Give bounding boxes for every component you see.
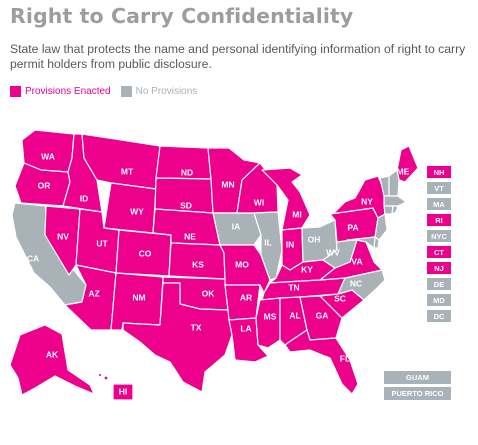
legend-label-enacted: Provisions Enacted [25,86,111,97]
label-TN: TN [288,282,299,292]
chip-NYC-label: NYC [431,231,447,241]
legend: Provisions Enacted No Provisions [10,86,207,97]
label-OR: OR [38,180,51,190]
chip-DE-label: DE [433,279,445,289]
chip-NH-label: NH [433,167,445,177]
chip-NJ[interactable]: NJ [427,262,451,274]
label-MN: MN [221,179,234,189]
chip-puerto-rico-label: PUERTO RICO [391,389,444,398]
state-TX[interactable] [122,282,233,393]
state-HI-island[interactable] [103,375,109,381]
label-UT: UT [96,238,108,248]
chip-guam[interactable]: GUAM [384,371,451,384]
label-MT: MT [121,166,134,176]
label-CO: CO [139,248,152,258]
label-NE: NE [184,231,196,241]
label-OK: OK [202,288,216,298]
chip-puerto-rico[interactable]: PUERTO RICO [384,387,451,400]
state-MS[interactable] [255,297,281,349]
chip-DC[interactable]: DC [427,310,451,322]
label-IL: IL [264,237,272,247]
label-AK: AK [46,349,59,359]
page-subtitle: State law that protects the name and per… [10,42,466,71]
state-MA[interactable] [383,195,407,207]
label-VA: VA [351,256,362,266]
label-AL: AL [289,310,300,320]
chip-VT[interactable]: VT [427,182,451,194]
label-FL: FL [340,353,350,363]
label-MO: MO [235,259,249,269]
chip-MA[interactable]: MA [427,198,451,210]
chip-RI[interactable]: RI [427,214,451,226]
label-AR: AR [240,292,252,302]
state-HI[interactable] [112,383,134,401]
label-OH: OH [308,234,321,244]
chip-RI-label: RI [435,215,443,225]
chip-CT[interactable]: CT [427,246,451,258]
label-MS: MS [264,311,277,321]
label-WI: WI [254,197,264,207]
label-ID: ID [80,193,89,203]
label-IA: IA [232,221,241,231]
state-NH[interactable] [388,169,400,197]
state-MI[interactable] [261,167,311,231]
label-NV: NV [57,231,69,241]
legend-item-none: No Provisions [120,86,198,97]
label-KY: KY [301,264,313,274]
state-AR[interactable] [224,284,261,321]
label-WY: WY [130,206,144,216]
state-NV[interactable] [44,205,81,276]
chip-MD[interactable]: MD [427,294,451,306]
us-map: WA OR CA ID NV MT WY UT AZ CO NM ND SD N… [9,129,419,401]
label-SC: SC [334,293,346,303]
chip-NH[interactable]: NH [427,166,451,178]
label-HI: HI [119,386,128,396]
chip-NYC[interactable]: NYC [427,230,451,242]
label-KS: KS [192,259,204,269]
state-RI[interactable] [391,205,399,215]
legend-swatch-none [120,86,132,97]
label-PA: PA [347,222,358,232]
state-MO[interactable] [219,244,271,294]
legend-label-none: No Provisions [135,86,198,97]
chip-DE[interactable]: DE [427,278,451,290]
state-NJ[interactable] [374,213,388,241]
label-IN: IN [286,239,295,249]
chip-MA-label: MA [433,199,445,209]
chip-MD-label: MD [433,295,445,305]
state-HI-island[interactable] [97,372,103,378]
label-TX: TX [191,322,202,332]
legend-swatch-enacted [10,86,21,97]
legend-item-enacted: Provisions Enacted [10,86,111,97]
label-LA: LA [240,323,251,333]
state-AK[interactable] [9,324,95,396]
state-ME[interactable] [396,145,419,183]
label-WA: WA [41,151,55,161]
label-NC: NC [350,278,362,288]
state-FL[interactable] [284,329,359,395]
chip-VT-label: VT [434,183,444,193]
state-MD[interactable] [346,236,376,249]
state-IL[interactable] [253,211,283,281]
label-WV: WV [326,247,340,257]
chip-DC-label: DC [433,311,445,321]
label-ND: ND [181,167,193,177]
page-title: Right to Carry Confidentiality [10,4,354,28]
label-MI: MI [292,209,301,219]
label-GA: GA [316,310,329,320]
chip-guam-label: GUAM [406,373,429,382]
chip-NJ-label: NJ [434,263,444,273]
chip-CT-label: CT [434,247,444,257]
label-ME: ME [397,166,410,176]
label-NM: NM [132,292,145,302]
state-labels: WA OR CA ID NV MT WY UT AZ CO NM ND SD N… [27,151,410,396]
label-SD: SD [180,200,192,210]
label-CA: CA [27,253,39,263]
label-NY: NY [361,196,373,206]
label-AZ: AZ [88,288,99,298]
